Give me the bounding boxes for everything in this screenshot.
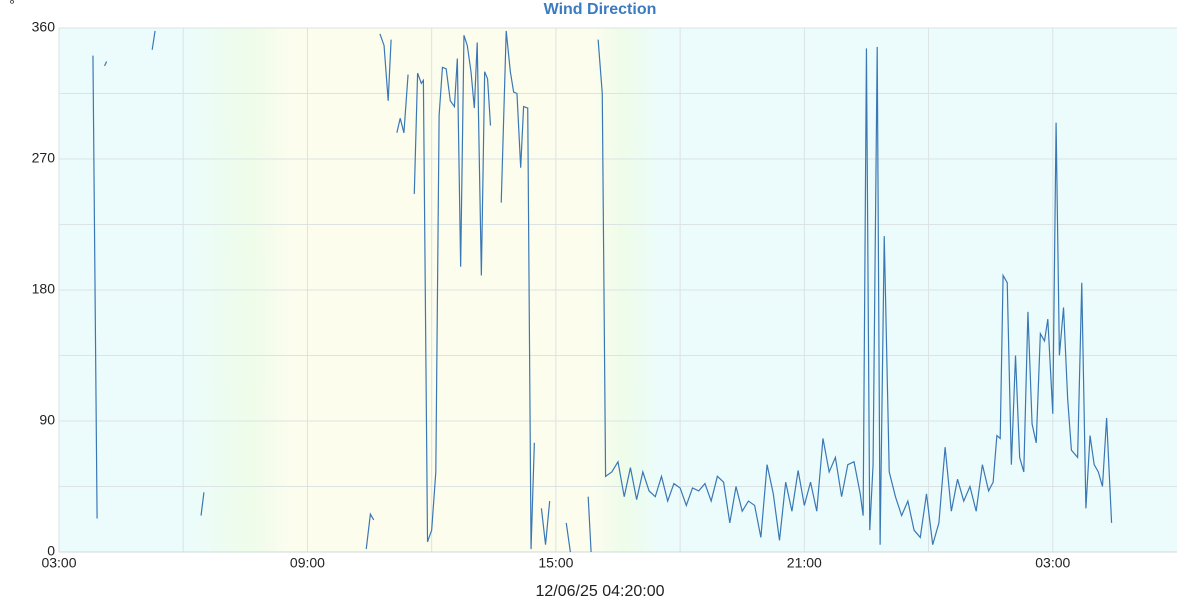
subtitle: 12/06/25 04:20:00 <box>535 583 664 600</box>
y-axis-label: ° <box>9 0 15 13</box>
y-tick-label: 180 <box>32 281 56 297</box>
chart-title: Wind Direction <box>544 1 657 18</box>
x-tick-label: 09:00 <box>290 555 325 571</box>
x-tick-label: 03:00 <box>41 555 76 571</box>
grid <box>58 27 1177 553</box>
line <box>92 30 1113 553</box>
y-tick-label: 270 <box>32 150 56 166</box>
y-tick-label: 90 <box>39 412 55 428</box>
x-tick-label: 21:00 <box>787 555 822 571</box>
x-tick-label: 15:00 <box>538 555 573 571</box>
x-tick-label: 03:00 <box>1035 555 1070 571</box>
y-tick-label: 360 <box>32 19 56 35</box>
marks <box>92 30 1113 553</box>
y-tick-label: 0 <box>47 543 55 559</box>
